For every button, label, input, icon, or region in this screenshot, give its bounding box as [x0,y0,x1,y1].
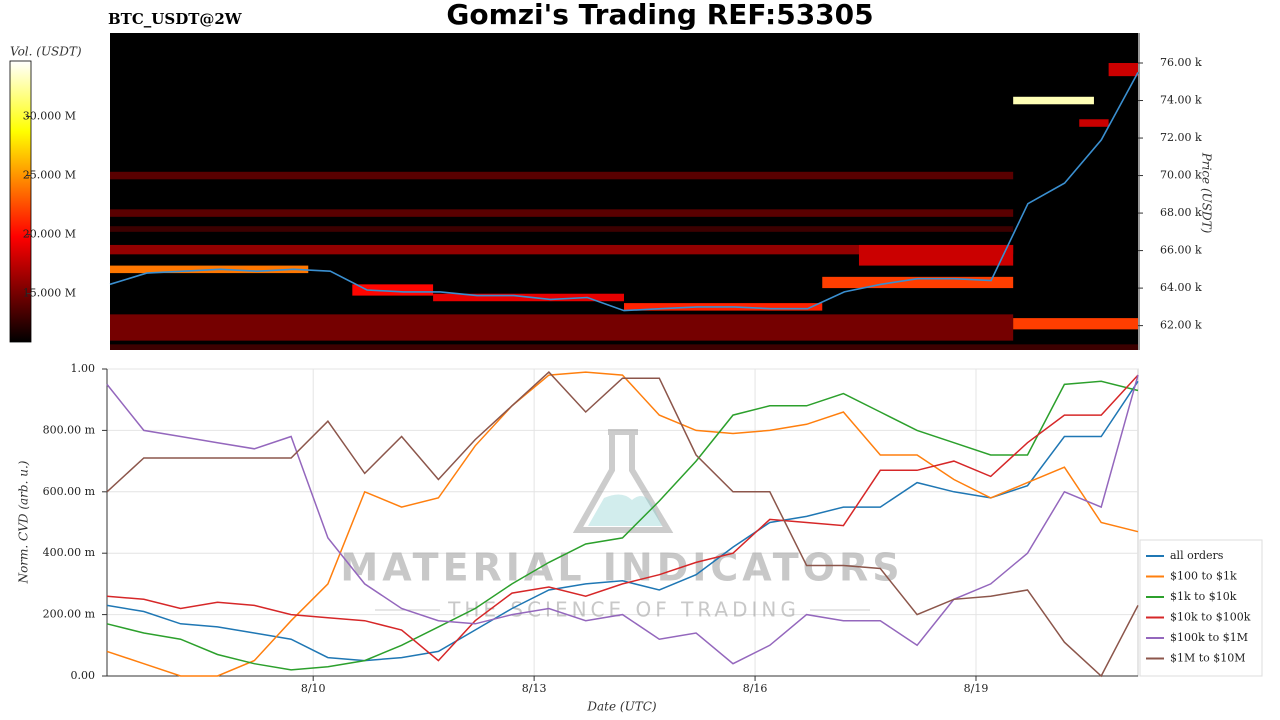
y-tick-label: 1.00 [71,362,96,375]
legend-label: all orders [1170,549,1224,562]
heatmap-cell [110,171,1014,180]
watermark: MATERIAL INDICATORS [340,546,903,590]
cvd-line [106,371,1139,677]
heatmap-chart [109,33,1139,350]
x-tick-label: 8/16 [743,682,768,695]
legend-label: $1k to $10k [1170,590,1237,603]
plot-area [106,368,1139,677]
y-tick-label: 76.00 k [1160,56,1202,69]
x-axis-label: Date (UTC) [586,700,656,714]
y-tick-label: 62.00 k [1160,319,1202,332]
x-tick-label: 8/10 [301,682,326,695]
y-tick-label: 600.00 m [43,485,96,498]
cvd-line [106,371,1139,678]
chart-subtitle: BTC_USDT@2W [108,10,243,28]
y-tick-label: 72.00 k [1160,131,1202,144]
heatmap-cell [110,314,1014,341]
y-tick-label: 66.00 k [1160,244,1202,257]
cvd-line [106,374,1139,662]
colorbar-tick-label: 30.000 M [23,109,76,122]
legend-label: $100 to $1k [1170,570,1237,583]
colorbar-label: Vol. (USDT) [10,45,82,59]
heatmap-cell [110,226,1014,232]
y-tick-label: 0.00 [71,669,96,682]
colorbar [9,60,32,343]
heatmap-cell [110,209,1014,217]
legend-label: $10k to $100k [1170,611,1251,624]
x-tick-label: 8/19 [964,682,989,695]
y-tick-label: 68.00 k [1160,206,1202,219]
watermark-logo [572,429,674,533]
y-tick-label: 70.00 k [1160,169,1202,182]
heatmap-cell [858,244,1014,266]
y-tick-label: 200.00 m [43,608,96,621]
colorbar-tick-label: 20.000 M [23,228,76,241]
cvd-line [106,380,1139,662]
cvd-line [106,380,1139,671]
y-tick-label: 400.00 m [43,546,96,559]
x-tick-label: 8/13 [522,682,547,695]
legend-box [1139,539,1263,677]
y-tick-label: 64.00 k [1160,281,1202,294]
heatmap-background [110,33,1138,350]
chart-title: Gomzi's Trading REF:53305 [446,0,873,31]
heatmap-cell [352,284,434,296]
heatmap-cell [110,344,1138,350]
heatmap-cell [1013,96,1094,105]
y-tick-label: 74.00 k [1160,94,1202,107]
heatmap-cell [1013,318,1138,330]
heatmap-cell [110,244,1014,255]
cvd-chart [106,368,1139,677]
y-axis-label: Norm. CVD (arb. u.) [17,460,31,584]
cvd-line [106,374,1139,665]
watermark: THE SCIENCE OF TRADING [447,598,800,622]
legend-label: $100k to $1M [1170,631,1248,644]
heatmap-cell [822,276,1014,289]
heatmap-cell [1108,63,1138,77]
y-tick-label: 800.00 m [43,423,96,436]
colorbar-tick-label: 15.000 M [23,287,76,300]
y-axis-label: Price (USDT) [1200,152,1214,234]
legend-label: $1M to $10M [1170,652,1246,665]
colorbar-tick-label: 25.000 M [23,169,76,182]
heatmap-cell [1079,119,1109,127]
price-line [109,72,1139,312]
